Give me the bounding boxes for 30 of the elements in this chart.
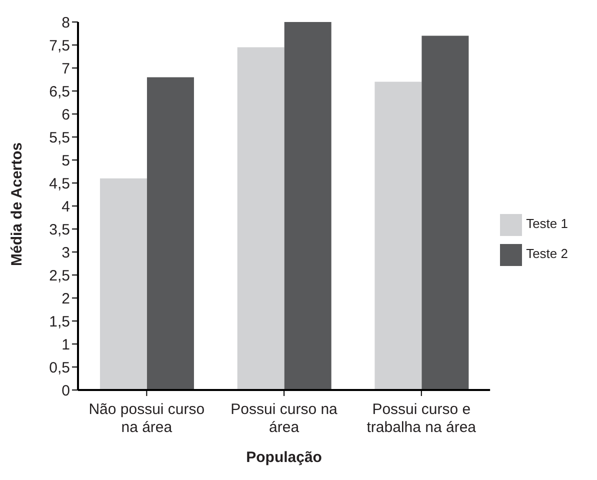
y-tick-label: 2	[62, 290, 70, 308]
y-tick-label: 4	[62, 198, 70, 216]
y-tick-label: 0,5	[49, 359, 70, 376]
bar	[374, 82, 422, 390]
bar	[422, 36, 469, 390]
x-tick-label: Possui curso na área	[230, 401, 338, 436]
y-tick-label: 1,5	[49, 313, 70, 330]
y-axis-title: Média de Acertos	[8, 142, 26, 266]
bar	[284, 22, 332, 390]
bar	[237, 47, 284, 390]
y-tick-label: 6,5	[49, 83, 70, 100]
legend-label: Teste 1	[526, 216, 568, 231]
legend-label: Teste 2	[526, 246, 568, 261]
y-tick-label: 7,5	[49, 37, 70, 54]
y-tick-label: 3,5	[49, 221, 70, 238]
x-tick-label: Possui curso e trabalha na área	[366, 401, 477, 436]
y-tick-label: 4,5	[49, 175, 70, 192]
y-tick-label: 5	[62, 152, 70, 170]
bar	[100, 178, 147, 390]
y-tick-label: 0	[62, 382, 70, 400]
y-tick-label: 8	[62, 14, 70, 32]
bar	[146, 77, 194, 390]
y-tick-label: 7	[62, 60, 70, 78]
y-tick-label: 2,5	[49, 267, 70, 284]
x-axis-title: População	[246, 449, 322, 466]
x-tick-label: Não possui curso na área	[88, 401, 205, 436]
y-tick-label: 3	[62, 244, 70, 262]
y-tick-label: 5,5	[49, 129, 70, 146]
y-tick-label: 1	[62, 336, 70, 354]
y-tick-label: 6	[62, 106, 70, 124]
